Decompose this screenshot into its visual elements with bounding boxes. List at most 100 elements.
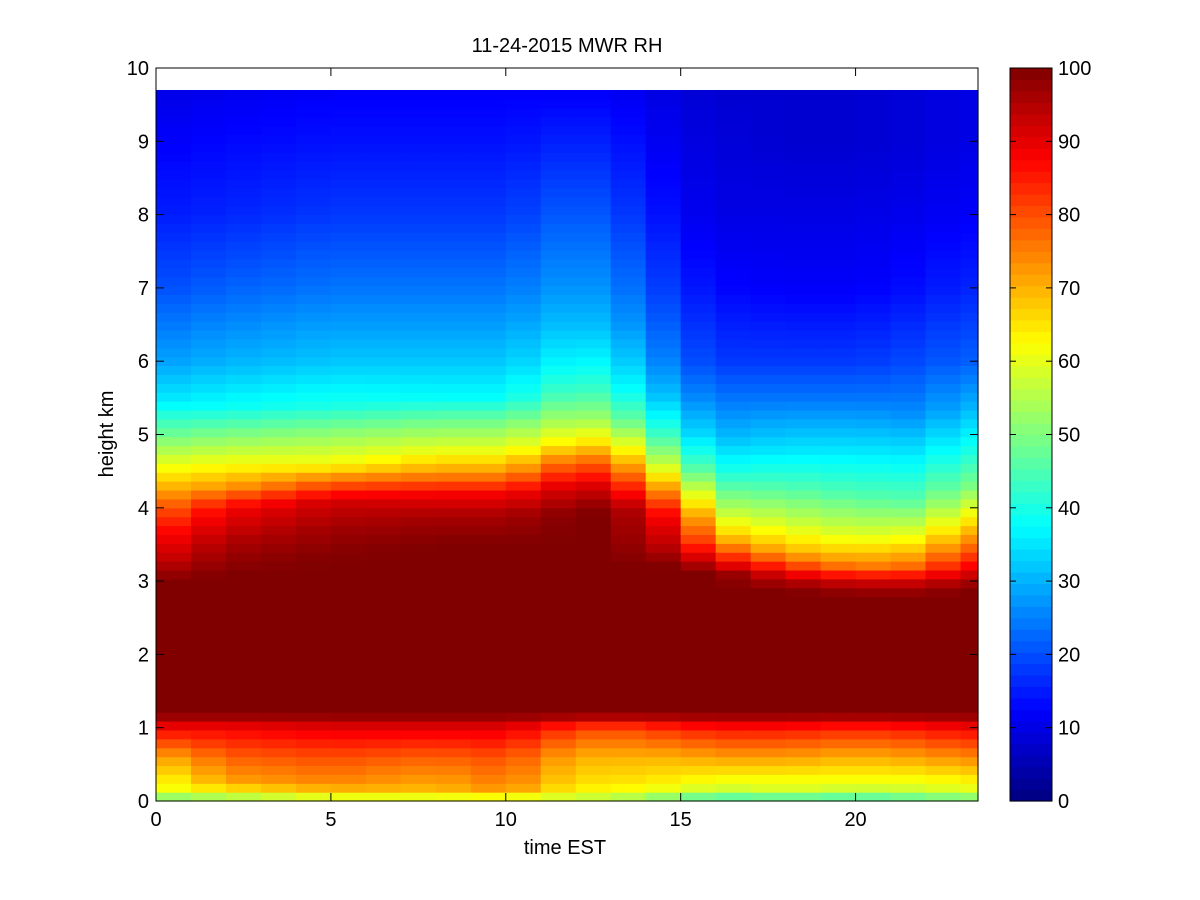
heatmap-cell [225,703,262,713]
heatmap-cell [960,552,979,562]
heatmap-cell [820,89,857,100]
heatmap-cell [540,463,577,473]
heatmap-cell [785,276,822,287]
heatmap-cell [925,178,962,189]
heatmap-cell [575,241,612,251]
heatmap-cell [820,498,857,509]
heatmap-cell [400,187,437,198]
heatmap-cell [435,534,472,544]
heatmap-cell [365,578,402,589]
heatmap-cell [960,472,979,482]
heatmap-cell [610,223,647,233]
heatmap-cell [715,641,752,651]
heatmap-cell [365,729,402,740]
heatmap-cell [750,525,787,535]
heatmap-cell [575,374,612,384]
heatmap-cell [190,783,227,793]
heatmap-cell [400,134,437,144]
heatmap-cell [330,676,367,687]
heatmap-cell [225,489,262,500]
heatmap-cell [365,125,402,136]
heatmap-cell [505,312,542,322]
heatmap-cell [540,329,577,340]
heatmap-cell [750,765,787,775]
heatmap-cell [820,596,857,607]
heatmap-cell [330,214,367,224]
heatmap-cell [435,792,472,802]
heatmap-cell [190,596,227,607]
heatmap-cell [890,356,927,367]
heatmap-cell [470,685,507,695]
heatmap-cell [960,445,979,455]
heatmap-cell [400,623,437,633]
heatmap-cell [156,498,192,509]
heatmap-cell [715,578,752,589]
heatmap-cell [260,578,297,589]
heatmap-cell [400,783,437,793]
heatmap-cell [575,321,612,331]
heatmap-cell [855,525,892,535]
heatmap-cell [715,729,752,740]
heatmap-cell [960,418,979,429]
heatmap-cell [156,392,192,402]
heatmap-cell [540,178,577,189]
heatmap-cell [330,276,367,287]
heatmap-cell [750,161,787,171]
heatmap-cell [435,241,472,251]
heatmap-cell [330,321,367,331]
heatmap-cell [715,472,752,482]
heatmap-cell [715,418,752,429]
heatmap-cell [365,534,402,544]
heatmap-cell [295,649,332,660]
heatmap-cell [680,667,717,678]
heatmap-cell [190,161,227,171]
heatmap-cell [260,241,297,251]
heatmap-cell [260,534,297,544]
heatmap-cell [715,356,752,367]
heatmap-cell [260,418,297,429]
heatmap-cell [225,223,262,233]
heatmap-cell [785,676,822,687]
heatmap-cell [960,561,979,571]
heatmap-cell [750,721,787,731]
heatmap-cell [960,312,979,322]
heatmap-cell [855,498,892,509]
heatmap-cell [820,187,857,198]
heatmap-cell [610,694,647,704]
heatmap-cell [330,658,367,669]
heatmap-cell [260,223,297,233]
heatmap-cell [295,507,332,518]
colorbar-tick-label: 60 [1058,351,1080,373]
heatmap-cell [785,623,822,633]
heatmap-cell [610,783,647,793]
heatmap-cell [365,205,402,216]
heatmap-cell [330,143,367,153]
heatmap-cell [330,223,367,233]
heatmap-cell [260,463,297,473]
heatmap-cell [365,249,402,260]
heatmap-cell [505,676,542,687]
heatmap-cell [156,232,192,242]
heatmap-cell [960,498,979,509]
heatmap-cell [540,507,577,518]
heatmap-cell [715,409,752,420]
heatmap-cell [330,436,367,447]
heatmap-cell [890,463,927,473]
heatmap-cell [260,783,297,793]
heatmap-cell [260,632,297,642]
heatmap-cell [505,205,542,216]
heatmap-cell [855,143,892,153]
heatmap-cell [610,365,647,375]
heatmap-cell [470,116,507,127]
heatmap-cell [365,561,402,571]
heatmap-cell [190,187,227,198]
heatmap-cell [750,338,787,349]
colorbar-swatch [1010,251,1052,264]
heatmap-cell [575,481,612,491]
heatmap-cell [470,383,507,393]
heatmap-cell [330,596,367,607]
heatmap-cell [715,712,752,722]
heatmap-cell [190,498,227,509]
colorbar-swatch [1010,491,1052,504]
colorbar-swatch [1010,629,1052,642]
